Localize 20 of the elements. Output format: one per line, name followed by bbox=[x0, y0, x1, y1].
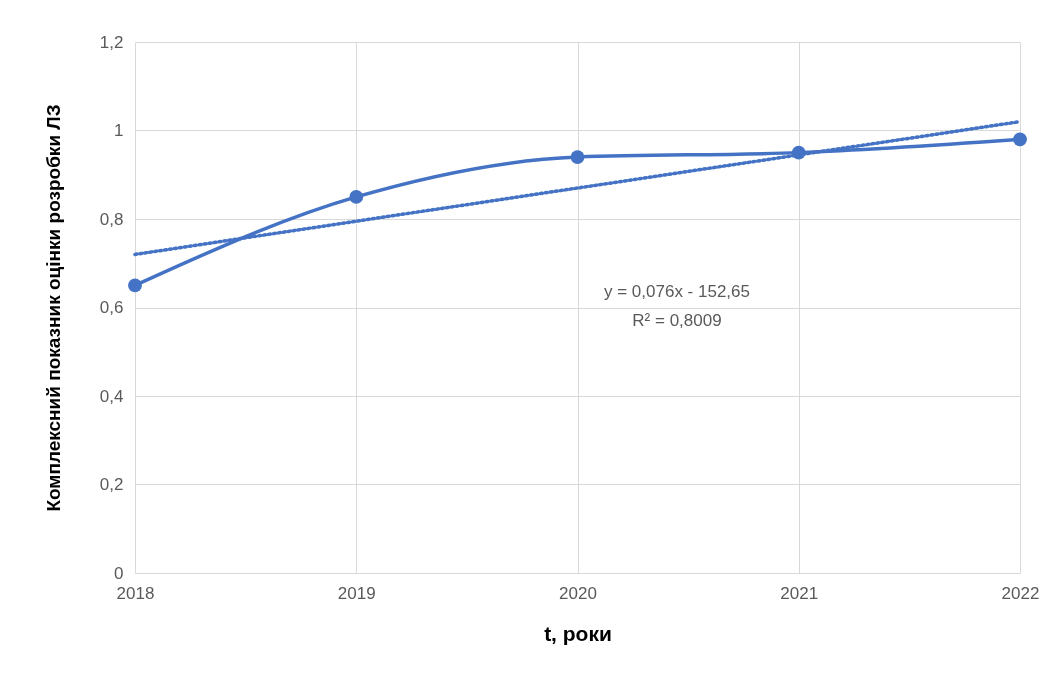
y-tick-label: 0,4 bbox=[99, 386, 124, 406]
y-tick-label: 0 bbox=[114, 563, 124, 583]
y-tick-label: 0,6 bbox=[99, 298, 124, 317]
y-tick-label: 1 bbox=[114, 121, 124, 140]
point bbox=[349, 190, 364, 204]
x-tick-label: 2018 bbox=[116, 583, 155, 603]
y-tick-label: 0,2 bbox=[99, 475, 124, 494]
annotation: y = 0,076x - 152,65 bbox=[603, 282, 751, 301]
point bbox=[128, 278, 142, 293]
x-tick-label: 2019 bbox=[337, 583, 376, 603]
point bbox=[570, 150, 585, 164]
y-tick-label: 0,8 bbox=[99, 209, 124, 229]
x-tick-label: 2021 bbox=[780, 583, 819, 603]
point bbox=[1013, 132, 1027, 147]
annotation: R² = 0,8009 bbox=[632, 311, 722, 330]
x-axis-title: t, роки bbox=[544, 621, 612, 645]
y-axis-title: Комплексний показник оцінки розробки ЛЗ bbox=[42, 104, 64, 512]
x-tick-label: 2022 bbox=[1001, 583, 1040, 603]
x-tick-label: 2020 bbox=[559, 583, 597, 603]
y-tick-label: 1,2 bbox=[99, 32, 124, 52]
